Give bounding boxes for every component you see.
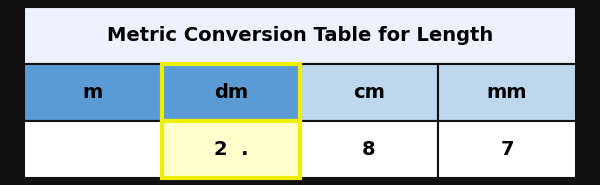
Bar	[24, 121, 162, 178]
Bar	[300, 121, 438, 178]
Text: dm: dm	[214, 83, 248, 102]
Text: Metric Conversion Table for Length: Metric Conversion Table for Length	[107, 26, 493, 45]
Text: 8: 8	[362, 140, 376, 159]
Bar	[162, 64, 300, 121]
Bar	[438, 121, 576, 178]
Bar	[24, 64, 162, 121]
Bar	[24, 7, 576, 64]
Bar	[300, 64, 438, 121]
Text: cm: cm	[353, 83, 385, 102]
Text: mm: mm	[487, 83, 527, 102]
Bar	[162, 121, 300, 178]
Bar	[438, 64, 576, 121]
Text: m: m	[83, 83, 103, 102]
Text: 2  .: 2 .	[214, 140, 248, 159]
Text: 7: 7	[500, 140, 514, 159]
